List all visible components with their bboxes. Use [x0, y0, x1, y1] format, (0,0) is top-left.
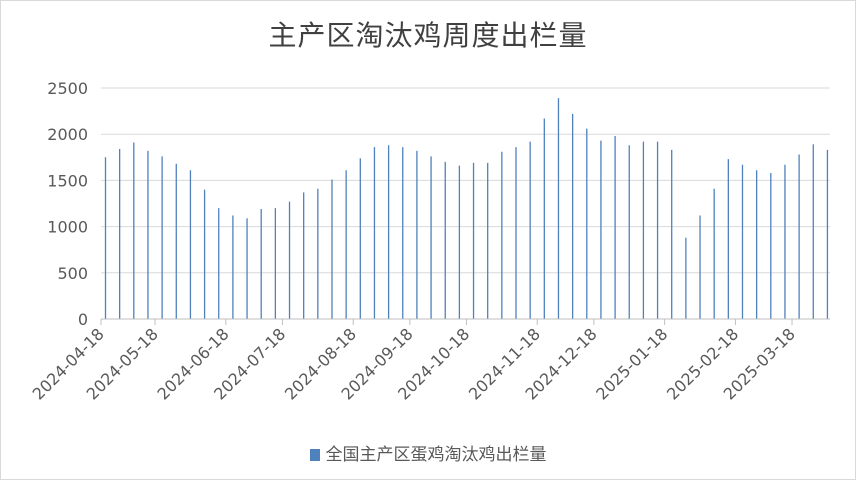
y-tick-label: 2000	[47, 125, 88, 144]
legend-swatch	[309, 449, 320, 461]
x-tick-label: 2025-01-18	[592, 324, 671, 403]
gridlines	[101, 87, 830, 274]
chart-title: 主产区淘汰鸡周度出栏量	[268, 19, 588, 52]
y-tick-label: 500	[57, 264, 88, 283]
y-tick-label: 1500	[47, 171, 88, 190]
legend: 全国主产区蛋鸡淘汰鸡出栏量	[0, 440, 856, 465]
y-tick-label: 0	[78, 310, 88, 329]
bar-series	[104, 98, 829, 319]
legend-label: 全国主产区蛋鸡淘汰鸡出栏量	[325, 445, 547, 465]
y-axis-ticks: 0 500 1000 1500 2000 2500	[47, 79, 88, 329]
y-tick-label: 1000	[47, 218, 88, 237]
y-tick-label: 2500	[47, 79, 88, 98]
x-axis: 2024-04-182024-05-182024-06-182024-07-18…	[29, 318, 830, 404]
